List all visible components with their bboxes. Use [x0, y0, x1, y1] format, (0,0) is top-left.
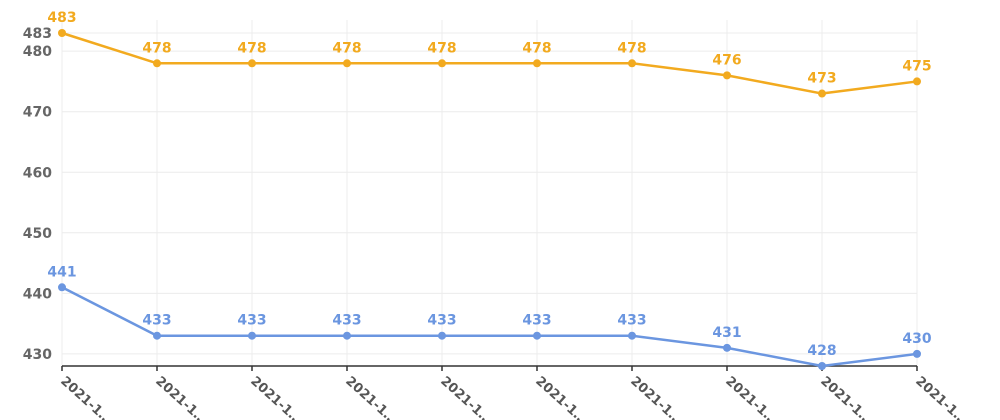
data-point [248, 331, 256, 340]
data-point [628, 59, 636, 68]
y-tick-label: 483 [23, 26, 52, 42]
data-point [723, 343, 731, 352]
data-label: 483 [47, 10, 76, 26]
x-tick-label: 2021-1… [817, 374, 874, 420]
data-point [58, 283, 66, 292]
data-point [343, 59, 351, 68]
x-axis: 2021-1… 2021-1… 2021-1… 2021-1… 2021-1… 2021-… [57, 365, 970, 420]
y-tick-label: 480 [23, 44, 52, 60]
data-point [153, 59, 161, 68]
data-label: 428 [807, 343, 836, 359]
x-tick-label: 2021-1… [532, 374, 589, 420]
data-point [343, 331, 351, 340]
data-point [723, 71, 731, 80]
data-label: 478 [237, 40, 266, 56]
data-label: 475 [902, 58, 931, 74]
data-label: 433 [617, 313, 646, 329]
data-label: 433 [427, 313, 456, 329]
data-point [628, 331, 636, 340]
data-point [913, 77, 921, 86]
y-tick-label: 460 [23, 165, 52, 181]
x-tick-label: 2021-1… [152, 374, 209, 420]
series-line [61, 31, 918, 95]
data-label: 431 [712, 325, 741, 341]
x-tick-label: 2021-1… [57, 374, 114, 420]
series-group: 483 478 478 478 478 478 478 476 473 475 441 433 433 4… [47, 10, 932, 370]
x-tick-label: 2021-1… [912, 374, 969, 420]
data-label: 473 [807, 71, 836, 87]
data-point [438, 59, 446, 68]
data-label: 478 [142, 40, 171, 56]
data-point [58, 29, 66, 37]
y-axis: 430 440 450 460 470 480 483 [23, 26, 52, 363]
data-label: 441 [47, 264, 76, 280]
data-label: 478 [427, 40, 456, 56]
y-tick-label: 440 [23, 286, 52, 302]
data-point [248, 59, 256, 68]
data-label: 433 [142, 313, 171, 329]
x-tick-label: 2021-1… [437, 374, 494, 420]
series-line [61, 286, 918, 368]
data-label: 433 [522, 313, 551, 329]
x-tick-label: 2021-1… [342, 374, 399, 420]
data-point [533, 331, 541, 340]
x-tick-label: 2021-1… [247, 374, 304, 420]
data-label: 476 [712, 52, 741, 68]
data-point [153, 331, 161, 340]
data-label: 433 [237, 313, 266, 329]
grid-lines [61, 20, 918, 366]
data-point [818, 89, 826, 98]
data-label: 433 [332, 313, 361, 329]
y-tick-label: 450 [23, 226, 52, 242]
data-label: 430 [902, 331, 931, 347]
data-label: 478 [332, 40, 361, 56]
data-label: 478 [522, 40, 551, 56]
x-tick-label: 2021-1… [722, 374, 779, 420]
x-tick-label: 2021-1… [627, 374, 684, 420]
y-tick-label: 430 [23, 347, 52, 363]
y-tick-label: 470 [23, 105, 52, 121]
data-point [533, 59, 541, 68]
data-point [913, 349, 921, 358]
data-point [438, 331, 446, 340]
data-label: 478 [617, 40, 646, 56]
data-point [818, 362, 826, 370]
